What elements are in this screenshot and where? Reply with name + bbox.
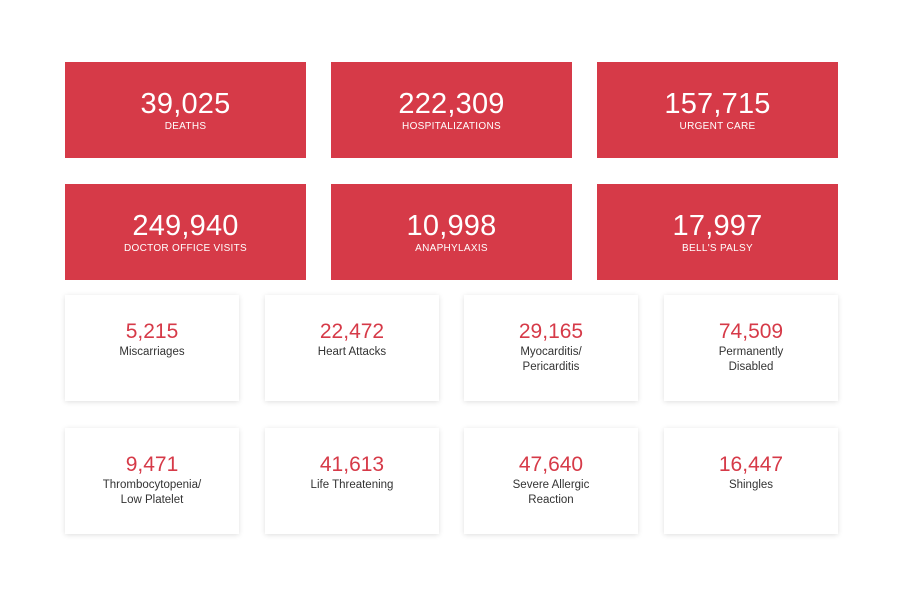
stat-value: 39,025 <box>140 88 231 120</box>
stat-label: Life Threatening <box>310 479 394 491</box>
stat-label: DOCTOR OFFICE VISITS <box>123 243 248 254</box>
stat-card-miscarriages: 5,215 Miscarriages <box>65 295 239 401</box>
stat-value: 10,998 <box>406 210 497 242</box>
stat-card-hospitalizations: 222,309 HOSPITALIZATIONS <box>331 62 572 158</box>
stat-card-severe-allergic-reaction: 47,640 Severe Allergic Reaction <box>464 428 638 534</box>
stat-value: 22,472 <box>319 320 385 343</box>
stat-card-bells-palsy: 17,997 BELL'S PALSY <box>597 184 838 280</box>
stat-value: 16,447 <box>718 453 784 476</box>
stat-card-shingles: 16,447 Shingles <box>664 428 838 534</box>
stat-label: Shingles <box>728 479 774 491</box>
stat-value: 17,997 <box>672 210 763 242</box>
stat-value: 74,509 <box>718 320 784 343</box>
stat-label: ANAPHYLAXIS <box>415 243 488 254</box>
stat-card-doctor-office-visits: 249,940 DOCTOR OFFICE VISITS <box>65 184 306 280</box>
stat-label: Permanently Disabled <box>718 346 784 373</box>
stat-value: 9,471 <box>125 453 179 476</box>
stat-label: Severe Allergic Reaction <box>512 479 590 506</box>
stat-card-heart-attacks: 22,472 Heart Attacks <box>265 295 439 401</box>
stat-value: 249,940 <box>132 210 239 242</box>
stat-card-thrombocytopenia: 9,471 Thrombocytopenia/ Low Platelet <box>65 428 239 534</box>
stat-card-permanently-disabled: 74,509 Permanently Disabled <box>664 295 838 401</box>
stat-card-anaphylaxis: 10,998 ANAPHYLAXIS <box>331 184 572 280</box>
stat-value: 5,215 <box>125 320 179 343</box>
stat-label: HOSPITALIZATIONS <box>402 121 501 132</box>
stat-label: Heart Attacks <box>317 346 387 358</box>
stat-card-myocarditis: 29,165 Myocarditis/ Pericarditis <box>464 295 638 401</box>
stat-label: Miscarriages <box>119 346 185 358</box>
stat-card-urgent-care: 157,715 URGENT CARE <box>597 62 838 158</box>
stat-value: 157,715 <box>664 88 771 120</box>
stat-label: URGENT CARE <box>679 121 756 132</box>
stat-card-deaths: 39,025 DEATHS <box>65 62 306 158</box>
stat-value: 222,309 <box>398 88 505 120</box>
stat-label: BELL'S PALSY <box>682 243 753 254</box>
stat-label: DEATHS <box>164 121 207 132</box>
stat-value: 29,165 <box>518 320 584 343</box>
stat-value: 41,613 <box>319 453 385 476</box>
stat-label: Myocarditis/ Pericarditis <box>520 346 582 373</box>
stat-value: 47,640 <box>518 453 584 476</box>
stat-label: Thrombocytopenia/ Low Platelet <box>102 479 202 506</box>
stat-card-life-threatening: 41,613 Life Threatening <box>265 428 439 534</box>
